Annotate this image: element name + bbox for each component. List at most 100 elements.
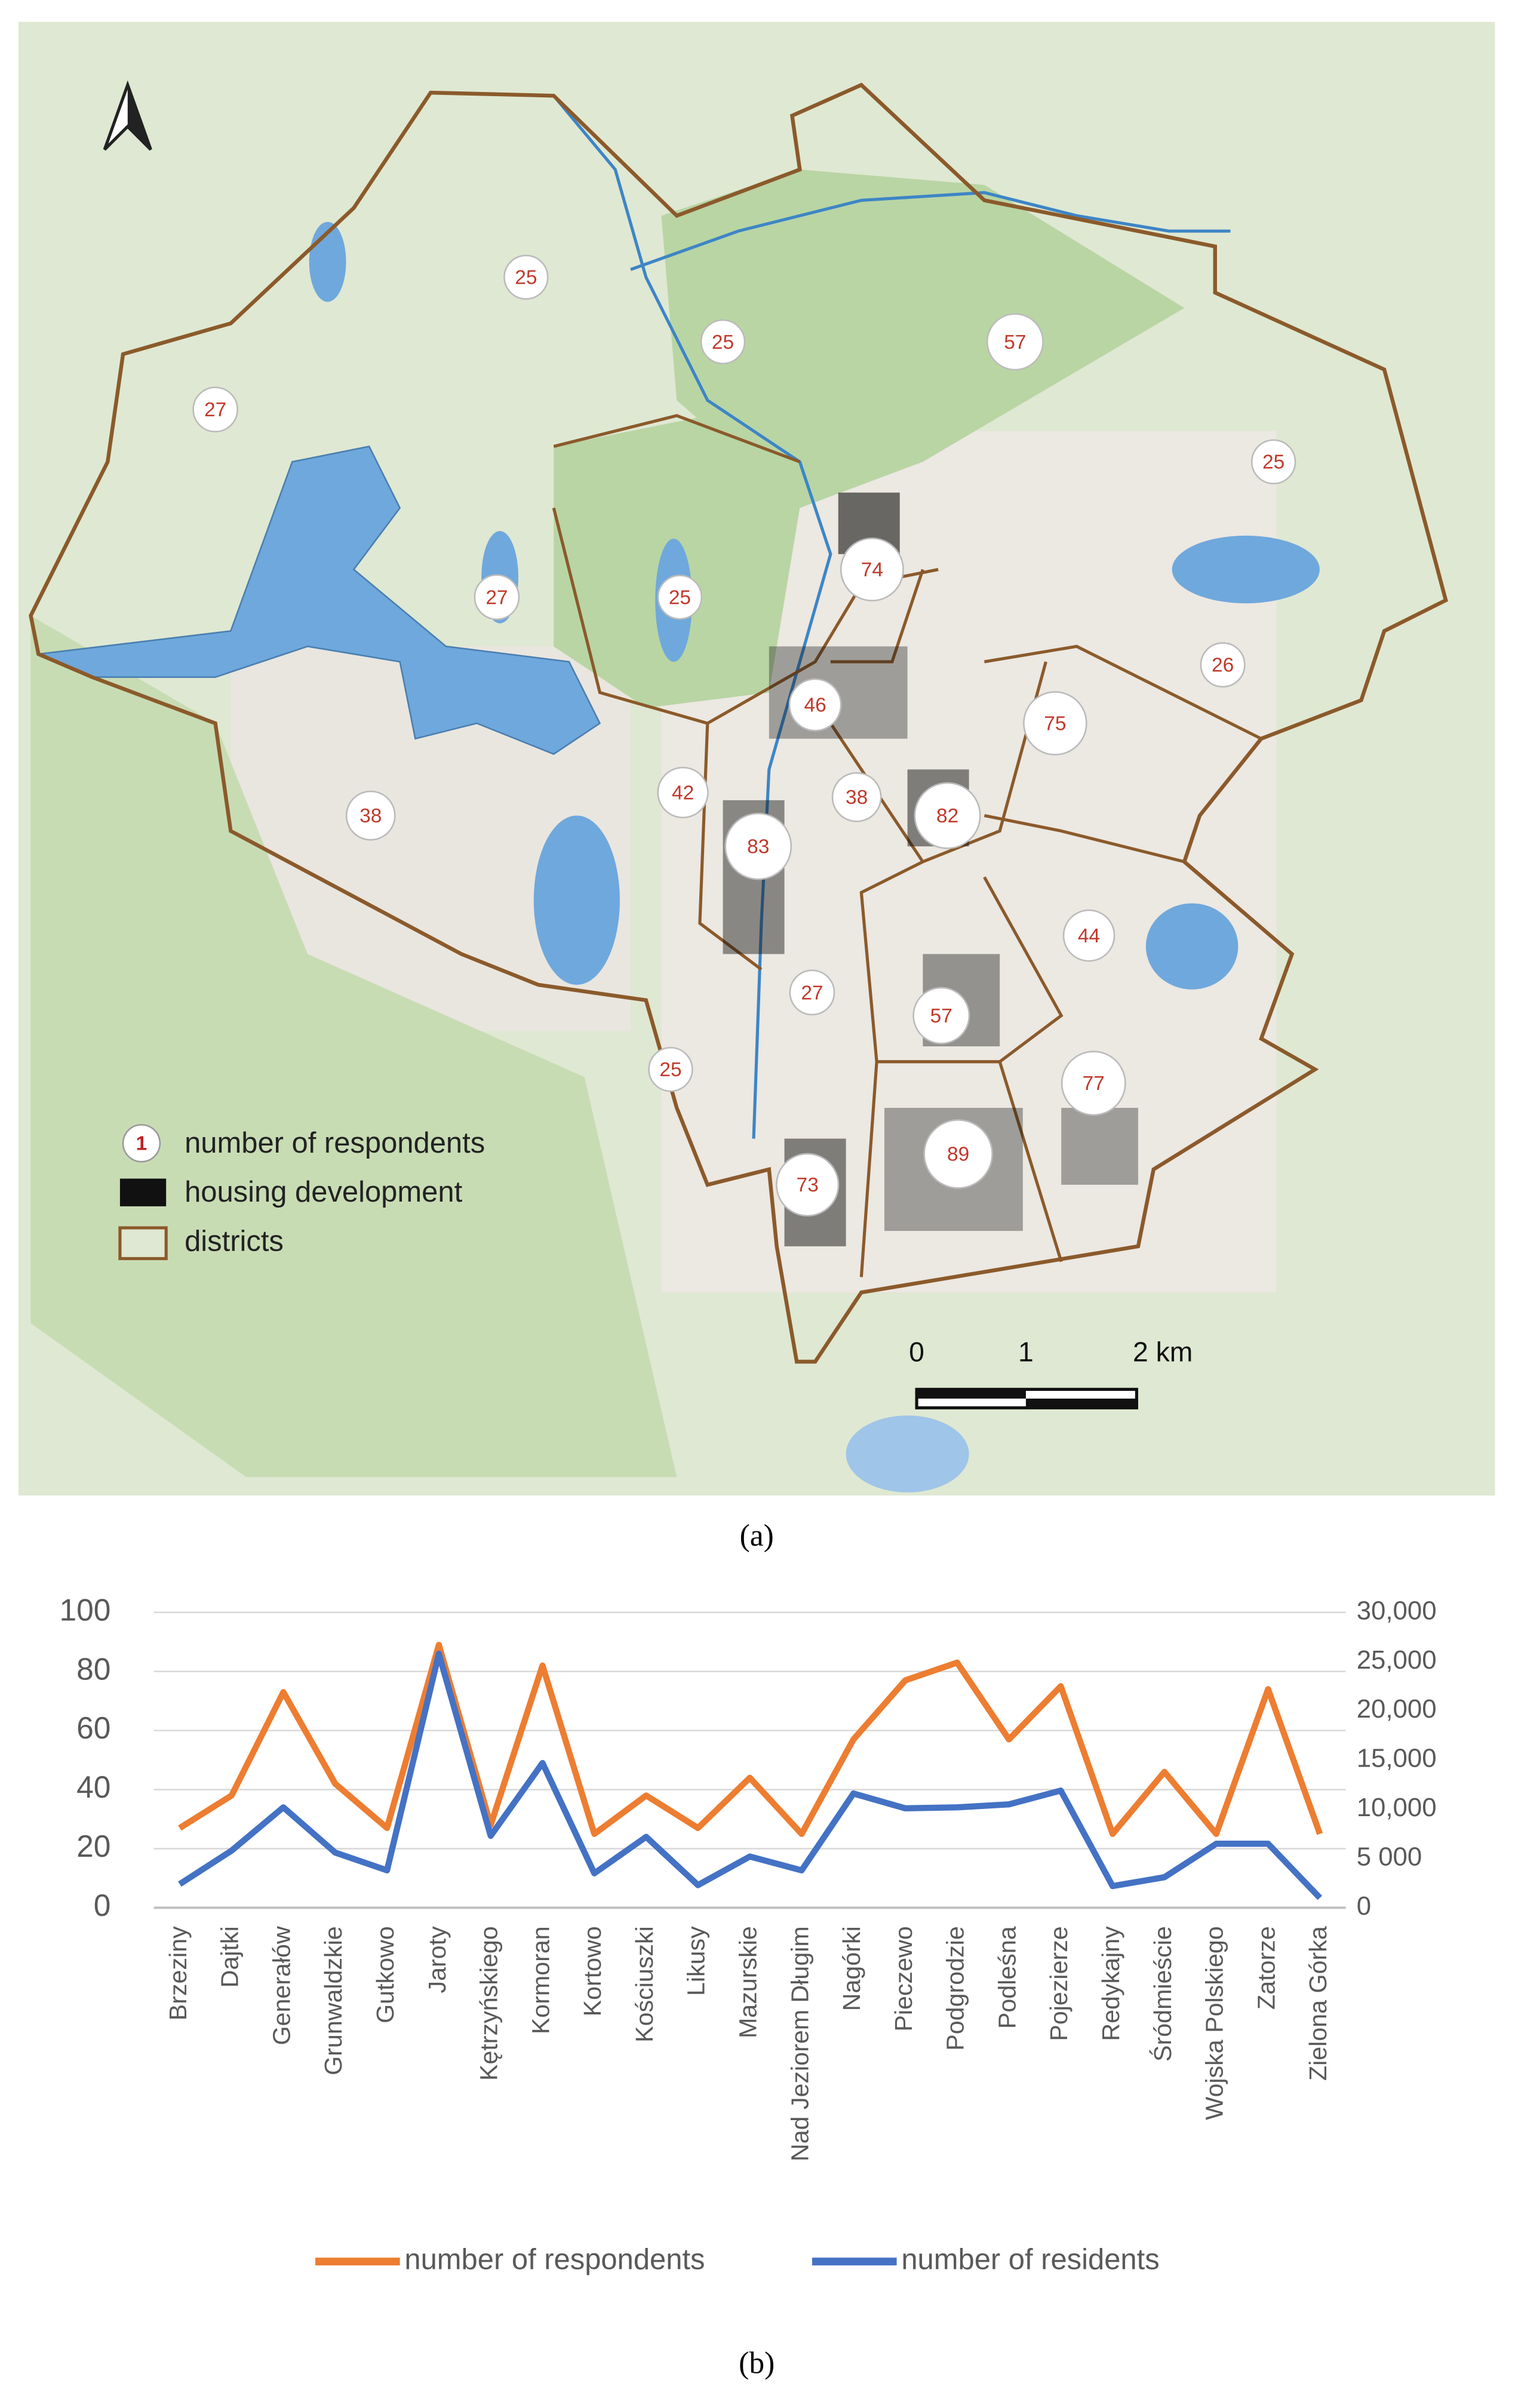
y-tick-label: 60 — [76, 1710, 110, 1745]
north-arrow — [127, 85, 151, 150]
respondent-marker — [912, 987, 970, 1045]
forest — [661, 169, 1185, 508]
y2-tick-label: 15,000 — [1357, 1744, 1437, 1773]
respondent-count: 57 — [930, 1005, 952, 1027]
respondent-count: 26 — [1212, 655, 1234, 677]
map: 25 25 57 27 25 74 27 25 26 46 75 42 38 82 38 83 44 27 57 25… — [18, 22, 1495, 1496]
x-tick-label: Generałów — [268, 1926, 295, 2045]
y2-tick-label: 10,000 — [1357, 1793, 1437, 1822]
scale-bar — [1025, 1398, 1137, 1408]
x-tick-label: Kościuszki — [631, 1926, 658, 2042]
respondent-count: 25 — [515, 267, 537, 289]
scale-label: 2 km — [1133, 1336, 1193, 1367]
lake — [846, 1415, 969, 1492]
y-tick-label: 40 — [76, 1770, 110, 1804]
respondent-count: 77 — [1083, 1073, 1105, 1095]
x-tick-label: Pojezierze — [1045, 1926, 1073, 2041]
housing-block — [1061, 1108, 1138, 1185]
line-chart: 0 20 40 60 80 100 0 5 000 10,000 15,000 20,000 25,0… — [60, 1592, 1437, 2275]
respondent-count: 25 — [712, 331, 734, 354]
lake — [1145, 903, 1239, 990]
respondent-marker — [648, 1046, 693, 1092]
respondent-marker — [657, 766, 709, 819]
respondent-marker — [1023, 691, 1087, 755]
legend-label: number of respondents — [185, 1127, 485, 1159]
y-tick-label: 80 — [76, 1651, 110, 1686]
x-tick-label: Zatorze — [1252, 1926, 1280, 2010]
respondent-count: 44 — [1078, 925, 1100, 947]
x-tick-label: Nad Jeziorem Długim — [786, 1926, 813, 2161]
legend-marker — [122, 1124, 161, 1163]
respondent-count: 89 — [947, 1144, 969, 1166]
district-boundary — [29, 82, 1448, 1364]
respondent-marker — [788, 678, 842, 732]
respondent-count: 82 — [936, 805, 958, 827]
x-tick-label: Kormoran — [527, 1926, 554, 2034]
legend-housing-swatch — [119, 1178, 167, 1206]
respondent-count: 38 — [846, 787, 868, 809]
x-tick-label: Podgrodzie — [942, 1926, 969, 2050]
respondent-marker — [724, 812, 792, 880]
x-tick-label: Grunwaldzkie — [319, 1926, 347, 2075]
series-line — [178, 1642, 1323, 1837]
legend-label: districts — [185, 1226, 284, 1258]
lake — [533, 815, 620, 985]
x-tick-label: Dajtki — [216, 1926, 244, 1988]
legend-label: number of respondents — [404, 2244, 705, 2276]
x-tick-label: Jaroty — [423, 1926, 451, 1994]
respondent-marker — [1062, 909, 1115, 962]
respondent-marker — [1061, 1051, 1126, 1116]
respondent-marker — [657, 575, 703, 620]
respondent-marker — [789, 969, 835, 1016]
series-line — [178, 1650, 1323, 1900]
x-tick-label: Likusy — [683, 1926, 710, 1996]
respondent-marker — [192, 386, 238, 432]
lake — [1172, 535, 1320, 604]
scale-label: 1 — [1018, 1336, 1034, 1367]
respondent-marker — [474, 574, 520, 621]
respondent-count: 25 — [1262, 452, 1284, 474]
x-tick-label: Zielona Górka — [1304, 1926, 1332, 2081]
respondent-count: 83 — [747, 836, 769, 858]
respondent-count: 57 — [1004, 331, 1026, 354]
caption: (b) — [739, 2346, 775, 2381]
respondent-marker — [345, 790, 396, 841]
scale-label: 0 — [909, 1336, 924, 1367]
respondent-count: 73 — [797, 1174, 819, 1196]
y-tick-label: 100 — [60, 1592, 111, 1627]
y2-tick-label: 30,000 — [1357, 1596, 1437, 1625]
river — [630, 191, 1231, 271]
x-tick-label: Redykajny — [1097, 1926, 1124, 2041]
respondent-count: 42 — [672, 782, 694, 804]
x-tick-label: Wojska Polskiego — [1201, 1926, 1228, 2120]
legend-marker-label: 1 — [136, 1133, 147, 1155]
respondent-marker — [700, 319, 746, 365]
respondent-count: 38 — [359, 805, 382, 827]
respondent-marker — [923, 1119, 993, 1189]
scale-bar — [917, 1389, 1026, 1399]
respondent-marker — [1200, 642, 1246, 688]
respondent-marker — [831, 772, 882, 822]
x-tick-label: Mazurskie — [735, 1926, 762, 2038]
x-tick-label: Pieczewo — [890, 1926, 917, 2031]
y-tick-label: 0 — [94, 1888, 111, 1922]
x-tick-label: Kortowo — [579, 1926, 606, 2016]
caption: (a) — [740, 1519, 774, 1553]
x-tick-label: Kętrzyńskiego — [475, 1926, 503, 2081]
respondent-marker — [840, 538, 904, 601]
lake — [35, 446, 601, 755]
respondent-count: 25 — [669, 586, 691, 609]
respondent-count: 46 — [804, 695, 826, 717]
x-tick-label: Brzeziny — [164, 1926, 192, 2020]
legend-label: housing development — [185, 1176, 463, 1208]
y2-tick-label: 20,000 — [1357, 1694, 1437, 1724]
x-tick-label: Podleśna — [993, 1926, 1021, 2029]
legend-district-swatch — [118, 1226, 168, 1261]
x-tick-label: Śródmieście — [1149, 1926, 1176, 2062]
respondent-marker — [914, 782, 981, 849]
respondent-count: 25 — [659, 1059, 681, 1081]
x-tick-label: Nagórki — [838, 1926, 865, 2011]
respondent-count: 27 — [485, 586, 508, 609]
